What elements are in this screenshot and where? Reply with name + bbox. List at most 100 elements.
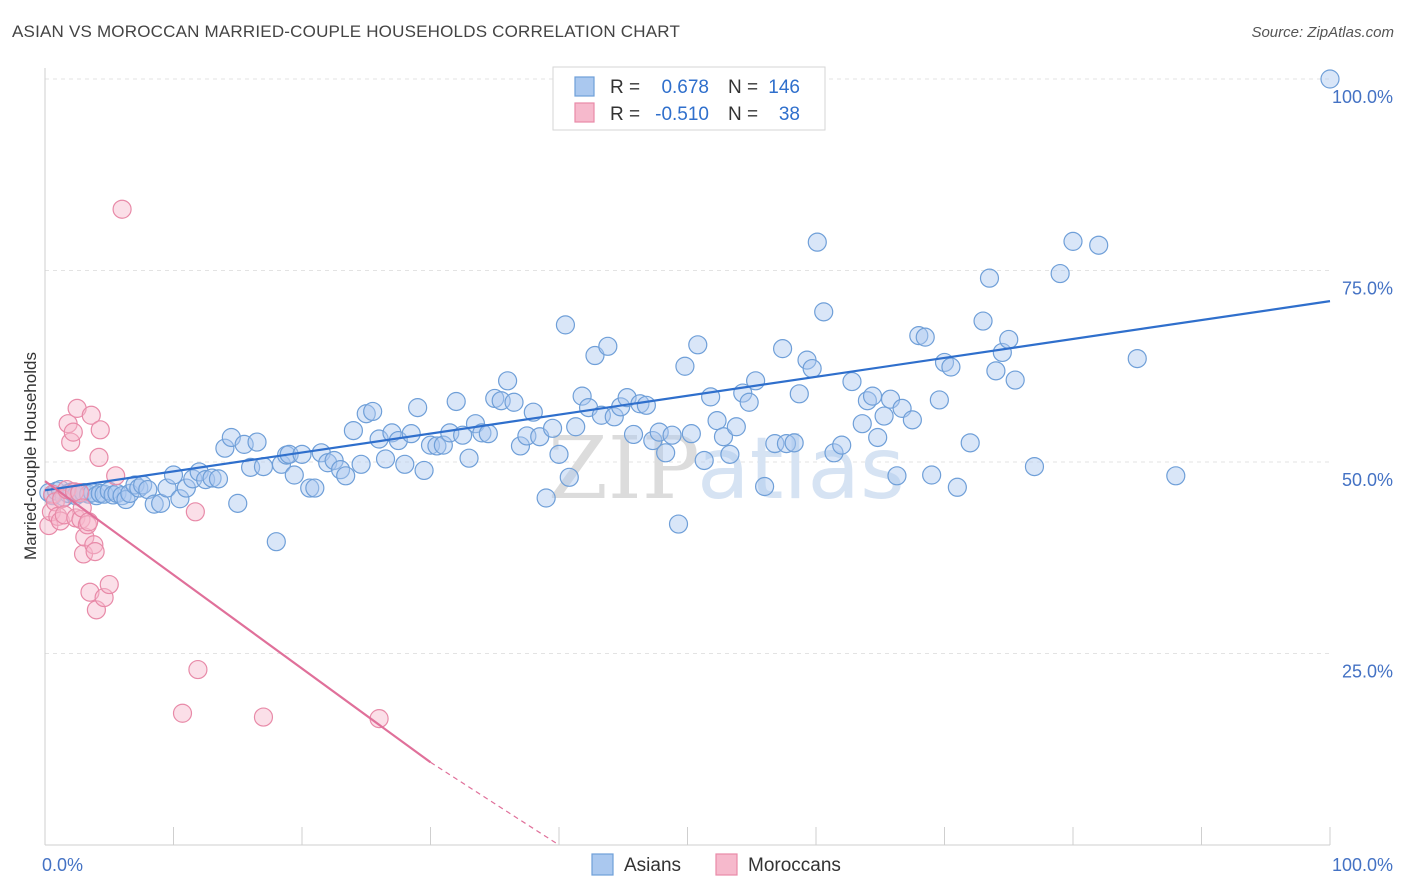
moroccan-point-11 — [63, 422, 83, 442]
asian-point-50 — [305, 478, 325, 498]
y-tick-label-3: 100.0% — [1332, 87, 1393, 107]
y-tick-labels: 25.0% 50.0% 75.0% 100.0% — [1332, 87, 1393, 682]
asian-point-59 — [363, 401, 383, 422]
asian-point-143 — [915, 327, 935, 347]
asian-point-91 — [566, 417, 586, 437]
moroccan-point-35 — [188, 659, 208, 680]
moroccan-point-32 — [112, 199, 132, 219]
x-tick-label-1: 100.0% — [1332, 855, 1393, 875]
asian-point-129 — [814, 302, 834, 322]
asian-point-107 — [668, 514, 689, 534]
asian-point-118 — [739, 392, 759, 412]
legend-swatch-asians — [574, 76, 595, 97]
asian-point-154 — [999, 329, 1019, 350]
asian-point-113 — [707, 411, 727, 431]
legend-n-label: N = — [728, 77, 758, 98]
asian-point-124 — [784, 433, 804, 453]
asian-point-130 — [824, 443, 844, 463]
asian-point-111 — [694, 450, 714, 471]
asian-point-96 — [598, 336, 618, 356]
asian-point-125 — [789, 384, 809, 404]
asian-point-69 — [427, 436, 447, 456]
asian-point-56 — [343, 420, 363, 441]
asian-point-109 — [681, 424, 701, 444]
legend-box — [552, 66, 826, 131]
bottom-legend-label-asians: Asians — [624, 855, 681, 876]
moroccan-point-21 — [79, 512, 99, 532]
y-tick-label-2: 75.0% — [1342, 279, 1393, 299]
asian-point-80 — [498, 371, 518, 391]
y-axis-label: Married-couple Households — [21, 352, 40, 560]
moroccan-trend-extension — [430, 761, 560, 846]
asian-point-110 — [688, 335, 708, 355]
asian-point-70 — [433, 435, 453, 455]
legend-n-value-moroccans: 38 — [779, 104, 800, 125]
moroccan-point-26 — [86, 600, 107, 620]
asian-point-137 — [874, 406, 894, 426]
legend-n-value-asians: 146 — [768, 77, 800, 98]
asian-point-55 — [336, 466, 356, 486]
asian-point-74 — [459, 448, 479, 468]
asian-point-160 — [1127, 348, 1147, 369]
moroccan-point-24 — [84, 535, 104, 555]
bottom-legend-swatch-moroccans — [715, 853, 738, 876]
asian-point-66 — [408, 398, 428, 418]
trend-lines — [44, 300, 1331, 846]
asian-point-87 — [542, 418, 563, 438]
asian-point-128 — [807, 232, 827, 252]
asian-point-81 — [504, 392, 524, 412]
axes — [44, 68, 1331, 846]
legend-r-value-asians: 0.678 — [661, 77, 709, 98]
asian-point-120 — [754, 476, 775, 497]
asian-point-86 — [536, 488, 556, 508]
moroccan-point-23 — [81, 405, 101, 425]
asian-point-147 — [941, 357, 961, 377]
asian-point-25 — [144, 494, 164, 514]
asian-point-159 — [1089, 235, 1109, 255]
asian-point-162 — [1320, 69, 1340, 89]
watermark-atlas: atlas — [697, 419, 905, 519]
asian-point-100 — [623, 424, 644, 445]
asian-point-102 — [636, 395, 656, 415]
asian-point-108 — [675, 356, 695, 376]
asian-point-41 — [247, 432, 267, 452]
legend-r-value-moroccans: -0.510 — [655, 104, 709, 125]
legend-n-label: N = — [728, 104, 758, 125]
moroccan-points — [39, 199, 389, 729]
y-tick-label-0: 25.0% — [1342, 662, 1393, 682]
asian-point-54 — [330, 460, 351, 480]
asian-point-115 — [720, 444, 740, 464]
moroccan-point-25 — [85, 542, 105, 562]
legend: R = 0.678 N = 146 R = -0.510 N = 38 — [552, 66, 826, 131]
moroccan-point-28 — [90, 420, 110, 440]
x-tick-label-0: 0.0% — [42, 855, 83, 875]
moroccan-point-34 — [185, 502, 205, 522]
asian-point-161 — [1166, 466, 1186, 486]
y-tick-label-1: 50.0% — [1342, 470, 1393, 490]
asian-point-42 — [253, 456, 274, 477]
moroccan-point-30 — [99, 574, 119, 595]
asian-point-116 — [726, 417, 746, 437]
asian-point-97 — [604, 407, 624, 427]
asian-point-158 — [1063, 231, 1083, 251]
asian-point-155 — [1005, 370, 1025, 390]
asian-point-62 — [382, 423, 402, 443]
moroccan-point-27 — [89, 447, 109, 468]
moroccan-point-36 — [253, 707, 274, 727]
asian-point-47 — [284, 465, 304, 485]
asian-point-35 — [208, 469, 229, 489]
asian-point-77 — [478, 424, 498, 444]
asian-point-157 — [1050, 263, 1070, 284]
asian-point-88 — [549, 444, 569, 464]
moroccan-point-22 — [80, 582, 100, 602]
asian-point-123 — [776, 434, 797, 454]
asian-point-122 — [772, 339, 793, 359]
asian-point-38 — [228, 493, 248, 513]
legend-swatch-moroccans — [574, 102, 595, 123]
asian-point-106 — [662, 425, 682, 445]
moroccan-trend-line — [44, 480, 432, 764]
asian-point-156 — [1024, 456, 1045, 477]
moroccan-point-31 — [106, 466, 126, 486]
asian-point-131 — [832, 435, 852, 455]
bottom-legend-label-moroccans: Moroccans — [748, 855, 841, 876]
